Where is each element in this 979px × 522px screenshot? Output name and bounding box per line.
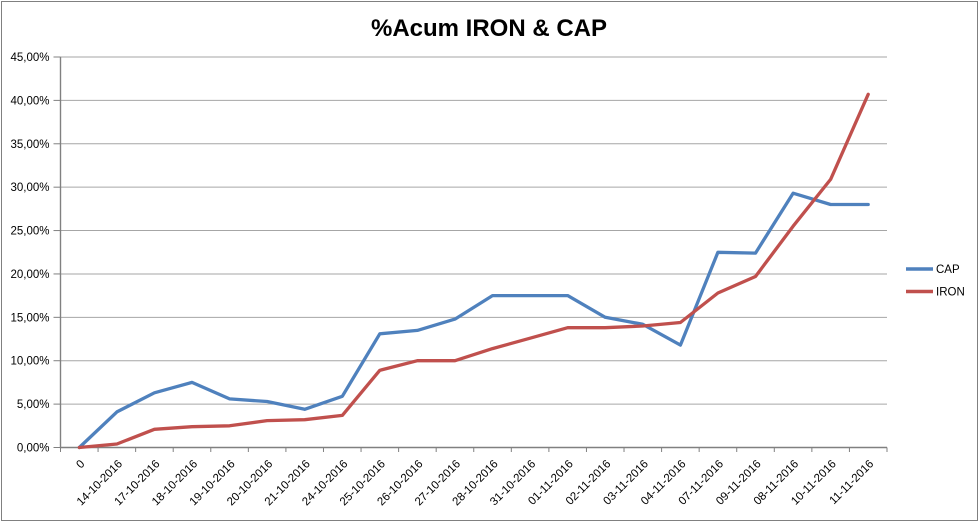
y-axis-tick-label: 35,00% (10, 139, 49, 151)
y-axis-tick-label: 10,00% (10, 356, 49, 368)
y-axis-tick-label: 5,00% (17, 399, 50, 411)
y-axis-tick-label: 15,00% (10, 312, 49, 324)
y-axis-tick-label: 0,00% (17, 443, 50, 455)
legend-label-iron: IRON (936, 287, 965, 299)
y-axis-tick-label: 40,00% (10, 95, 49, 107)
chart-title: %Acum IRON & CAP (371, 15, 607, 42)
y-axis-tick-label: 25,00% (10, 226, 49, 238)
y-axis-tick-label: 20,00% (10, 269, 49, 281)
y-axis-tick-label: 30,00% (10, 182, 49, 194)
y-axis-tick-label: 45,00% (10, 52, 49, 64)
series-line-iron (77, 92, 870, 450)
legend-label-cap: CAP (936, 264, 960, 276)
series-line-cap (77, 191, 870, 450)
